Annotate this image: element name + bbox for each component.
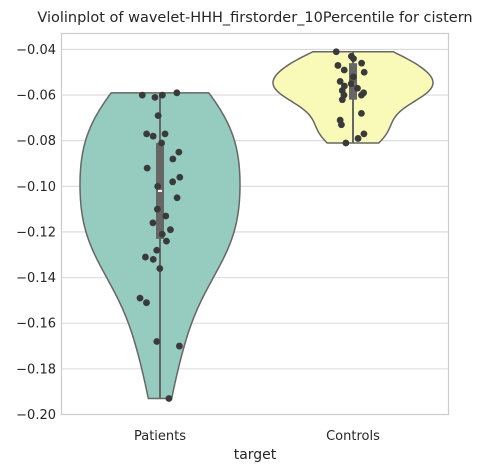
data-point-patients	[163, 237, 170, 245]
data-point-controls	[360, 130, 368, 138]
data-point-patients	[143, 130, 151, 138]
data-point-patients	[173, 194, 181, 202]
data-point-patients	[167, 226, 174, 234]
y-tick-label: −0.10	[16, 180, 56, 195]
data-point-patients	[153, 246, 161, 254]
data-point-patients	[143, 299, 150, 307]
data-point-controls	[347, 80, 355, 88]
data-point-controls	[350, 55, 357, 62]
data-point-patients	[162, 212, 170, 220]
y-tick-label: −0.16	[16, 317, 56, 332]
x-tick-label: Controls	[326, 429, 380, 444]
data-point-controls	[340, 66, 348, 74]
data-point-controls	[332, 48, 340, 56]
data-point-controls	[360, 68, 368, 76]
data-point-patients	[154, 112, 162, 120]
data-point-patients	[138, 91, 146, 99]
x-axis-label: target	[234, 447, 277, 463]
data-point-patients	[173, 89, 181, 97]
data-point-patients	[176, 342, 183, 350]
y-tick-labels: −0.04 −0.06 −0.08 −0.10 −0.12 −0.14 −0.16 −0.18…	[16, 43, 56, 423]
data-point-patients	[154, 182, 162, 190]
y-tick-label: −0.20	[16, 408, 56, 423]
chart-title: Violinplot of wavelet-HHH_firstorder_10P…	[37, 10, 472, 26]
data-point-patients	[149, 219, 157, 227]
data-point-controls	[334, 62, 342, 69]
data-point-patients	[169, 178, 177, 186]
data-point-patients	[175, 148, 183, 156]
data-point-controls	[354, 135, 362, 142]
plot-frame	[60, 32, 450, 416]
y-tick-label: −0.14	[16, 271, 56, 286]
data-point-patients	[153, 205, 161, 213]
y-tick-label: −0.04	[16, 43, 56, 58]
data-point-patients	[149, 255, 157, 263]
data-point-patients	[153, 338, 161, 345]
data-point-controls	[358, 109, 365, 117]
data-points	[136, 48, 368, 402]
x-tick-label: Patients	[134, 429, 186, 444]
data-point-patients	[158, 230, 166, 238]
y-tick-label: −0.12	[16, 225, 56, 240]
data-point-patients	[158, 139, 165, 147]
data-point-controls	[342, 139, 350, 147]
y-tick-label: −0.18	[16, 362, 56, 377]
violins	[79, 51, 434, 400]
data-point-patients	[165, 395, 173, 402]
data-point-patients	[149, 132, 157, 140]
data-point-patients	[142, 253, 149, 261]
y-tick-label: −0.08	[16, 134, 56, 149]
data-point-patients	[151, 93, 159, 101]
data-point-patients	[143, 164, 151, 172]
data-point-controls	[336, 78, 344, 85]
median-patients	[158, 189, 162, 192]
data-point-patients	[156, 265, 164, 272]
data-point-patients	[158, 91, 166, 99]
y-tick-label: −0.06	[16, 89, 56, 104]
data-point-controls	[338, 121, 345, 129]
data-point-controls	[350, 73, 357, 81]
data-point-controls	[358, 59, 366, 67]
data-point-patients	[161, 130, 169, 138]
data-point-controls	[338, 96, 346, 104]
data-point-controls	[354, 84, 361, 92]
data-point-patients	[136, 294, 144, 302]
data-point-controls	[358, 91, 365, 99]
data-point-patients	[176, 173, 184, 181]
data-point-patients	[169, 155, 177, 163]
x-tick-labels: Patients Controls	[134, 429, 380, 444]
